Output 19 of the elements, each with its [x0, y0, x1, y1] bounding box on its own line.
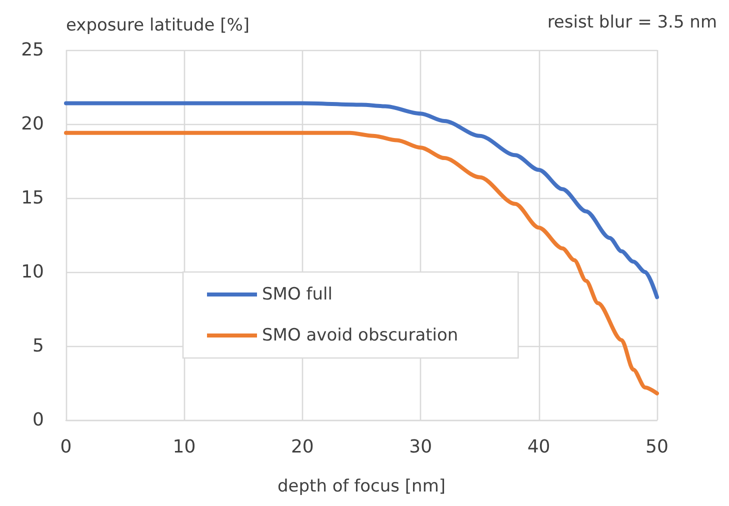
line-series: [64, 130, 659, 396]
x-axis-title: depth of focus [nm]: [277, 476, 446, 496]
y-tick-label: 25: [21, 40, 44, 60]
legend-label: SMO avoid obscuration: [262, 326, 458, 346]
y-tick-label: 15: [21, 188, 44, 208]
y-tick-label: 5: [32, 336, 44, 356]
legend-label: SMO full: [262, 284, 332, 304]
x-tick-label: 0: [60, 436, 72, 458]
y-tick-label: 20: [21, 114, 44, 134]
text: resist blur = 3.5 nm: [547, 12, 718, 32]
line-series: [64, 101, 659, 300]
x-tick-label: 50: [646, 436, 668, 458]
y-tick-label: 10: [21, 262, 44, 282]
x-tick-label: 20: [290, 436, 314, 458]
y-axis-title: exposure latitude [%]: [66, 16, 250, 36]
x-tick-label: 30: [409, 436, 432, 458]
x-tick-label: 40: [527, 436, 550, 458]
y-tick-label: 0: [32, 410, 44, 430]
x-tick-label: 10: [172, 436, 196, 458]
